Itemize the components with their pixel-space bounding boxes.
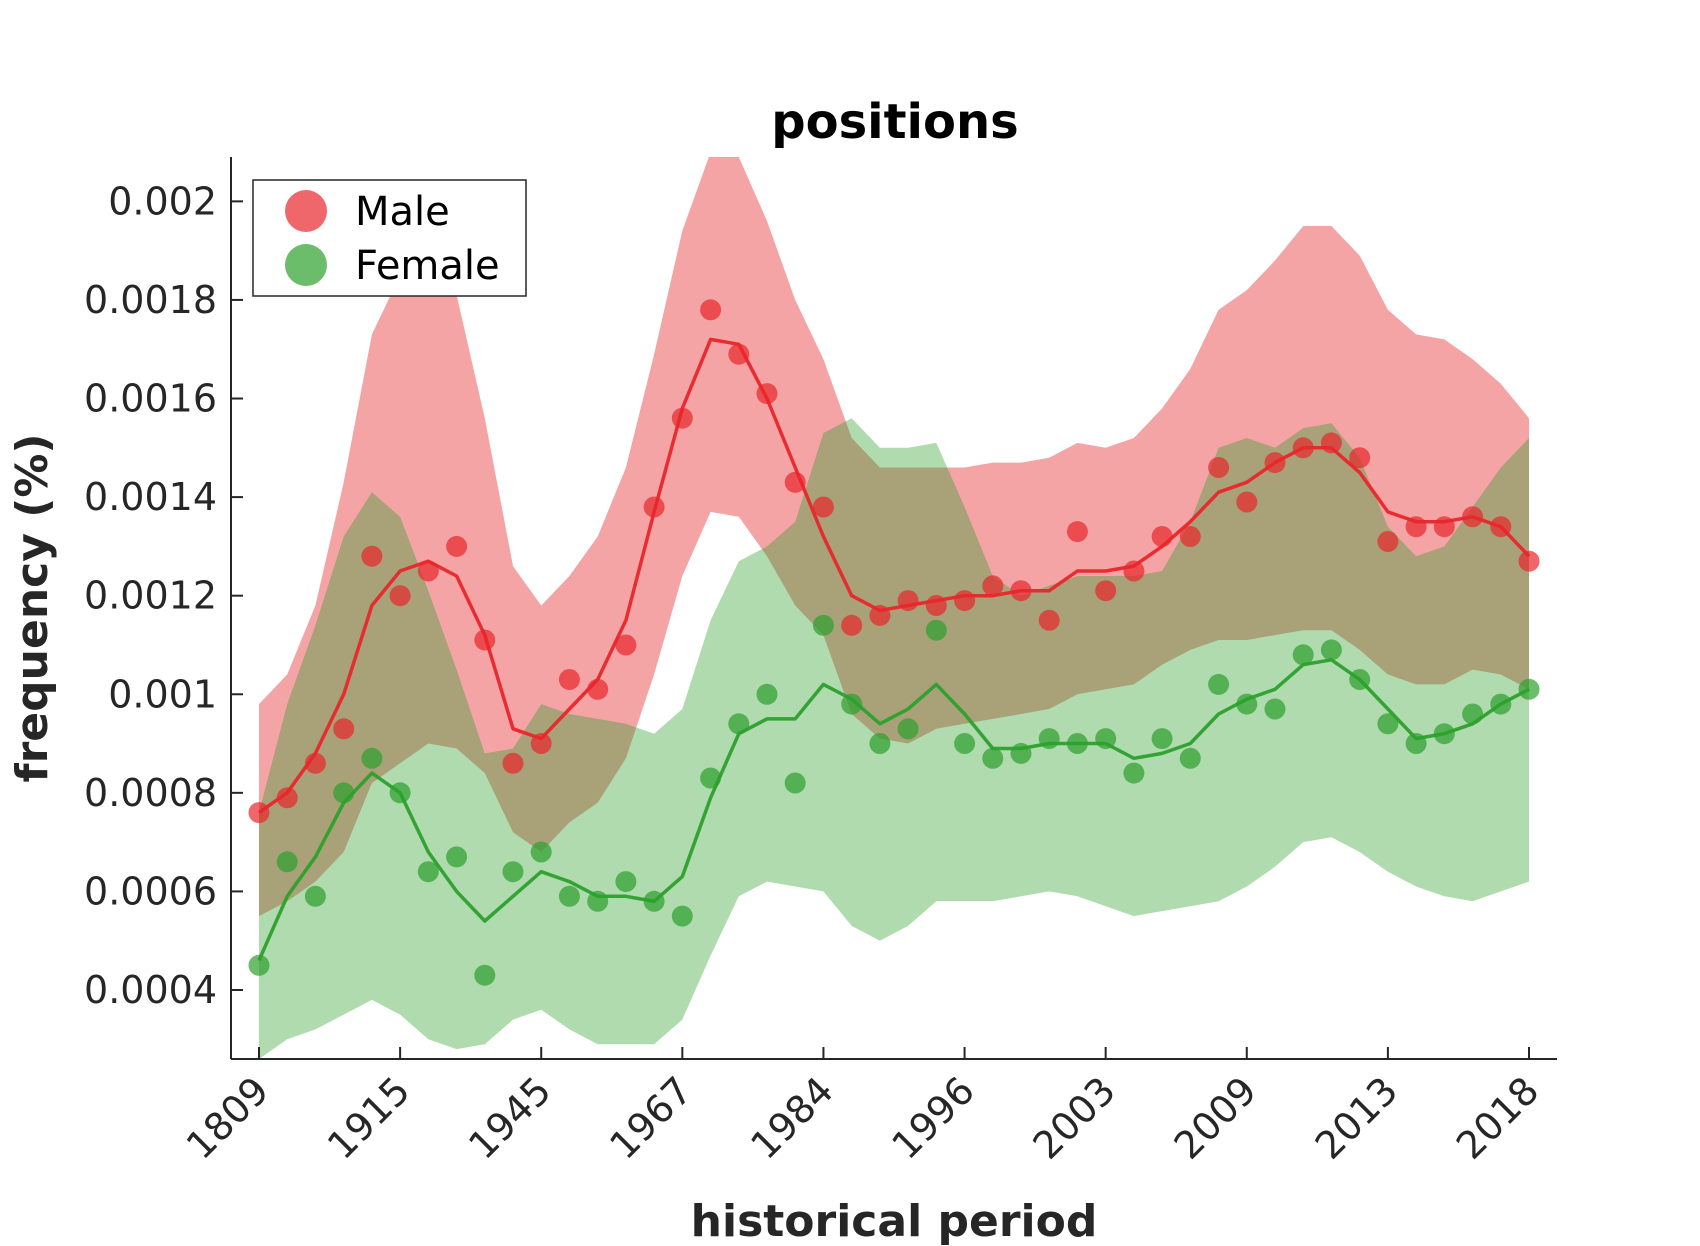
point-female xyxy=(954,733,976,754)
point-female xyxy=(982,747,1004,769)
point-female xyxy=(502,861,524,883)
point-female xyxy=(756,683,778,705)
point-male xyxy=(1123,560,1145,582)
point-male xyxy=(1066,521,1088,543)
point-female xyxy=(304,885,326,907)
point-male xyxy=(700,299,722,321)
point-female xyxy=(869,733,891,754)
point-male xyxy=(1151,526,1173,547)
point-male xyxy=(1377,531,1399,552)
legend-label-male: Male xyxy=(355,189,450,235)
point-female xyxy=(841,693,863,715)
point-male xyxy=(502,752,524,774)
point-female xyxy=(446,846,468,868)
band-male xyxy=(259,157,1529,917)
point-male xyxy=(446,535,468,557)
point-female xyxy=(812,614,834,636)
point-male xyxy=(1208,457,1230,478)
y-tick-label: 0.0014 xyxy=(84,475,217,519)
point-male xyxy=(361,545,383,567)
y-tick-label: 0.0016 xyxy=(84,377,217,421)
chart-title: positions xyxy=(771,94,1018,150)
y-tick-label: 0.001 xyxy=(108,672,217,716)
line-female xyxy=(257,658,1530,962)
point-female xyxy=(276,851,298,873)
point-male xyxy=(982,575,1004,597)
legend-marker-male xyxy=(285,190,327,232)
point-male xyxy=(1179,526,1201,547)
point-male xyxy=(276,787,298,809)
point-female xyxy=(1264,698,1286,720)
point-male xyxy=(728,343,750,365)
point-male xyxy=(333,718,355,740)
point-male xyxy=(841,614,863,636)
point-female xyxy=(897,718,919,740)
point-male xyxy=(389,585,411,607)
point-female xyxy=(530,841,552,863)
point-male xyxy=(1349,447,1371,469)
y-tick-label: 0.0006 xyxy=(84,869,217,913)
point-female xyxy=(417,861,439,883)
point-male xyxy=(954,590,976,612)
point-female xyxy=(361,747,383,769)
point-female xyxy=(248,954,270,976)
line-male xyxy=(257,337,1531,815)
point-female xyxy=(615,871,637,893)
x-axis-title: historical period xyxy=(691,1196,1098,1246)
point-female xyxy=(1151,728,1173,750)
y-tick-label: 0.0018 xyxy=(84,278,217,322)
y-tick-label: 0.0012 xyxy=(84,574,217,618)
point-female xyxy=(1208,673,1230,695)
point-female xyxy=(925,619,947,641)
point-female xyxy=(1462,703,1484,725)
point-male xyxy=(1320,432,1342,454)
point-female xyxy=(1123,762,1145,784)
point-female xyxy=(1292,644,1314,666)
legend-label-female: Female xyxy=(355,243,500,289)
plot-area xyxy=(248,157,1540,1059)
point-male xyxy=(1236,491,1258,513)
point-female xyxy=(1320,639,1342,661)
point-male xyxy=(558,669,580,690)
y-tick-label: 0.0004 xyxy=(84,968,217,1012)
point-male xyxy=(615,634,637,656)
point-male xyxy=(812,496,834,518)
point-male xyxy=(1518,550,1540,572)
point-female xyxy=(1179,747,1201,769)
point-male xyxy=(1095,580,1117,602)
point-male xyxy=(1038,609,1060,631)
point-female xyxy=(784,772,806,794)
legend-marker-female xyxy=(285,244,327,286)
point-female xyxy=(1377,713,1399,735)
legend: Male Female xyxy=(252,179,527,297)
y-axis-title: frequency (%) xyxy=(7,433,58,782)
point-female xyxy=(558,885,580,907)
point-female xyxy=(671,905,693,927)
y-tick-label: 0.0008 xyxy=(84,771,217,815)
point-female xyxy=(474,964,496,986)
y-tick-label: 0.002 xyxy=(108,179,217,223)
